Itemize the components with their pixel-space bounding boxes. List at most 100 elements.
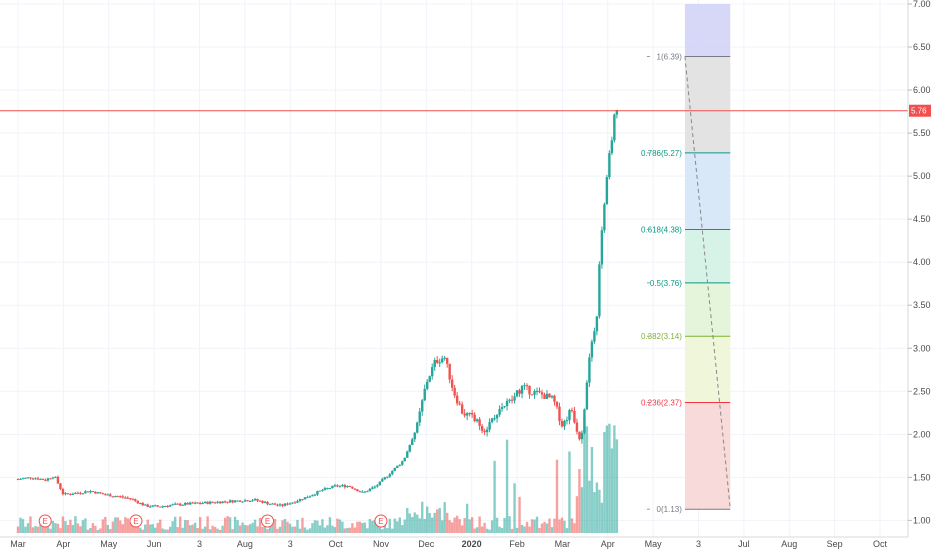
volume-bar — [433, 512, 436, 533]
volume-bar — [59, 528, 62, 533]
candle-body — [346, 486, 349, 488]
candle-body — [421, 400, 424, 412]
candle-body — [84, 491, 87, 494]
volume-bar — [593, 492, 596, 533]
volume-bar — [86, 529, 90, 533]
volume-bar — [573, 523, 576, 533]
volume-bar — [550, 527, 554, 533]
volume-bar — [248, 524, 252, 533]
candle-body — [211, 501, 214, 503]
volume-bar — [440, 520, 444, 533]
earnings-marker[interactable]: E — [38, 514, 52, 528]
volume-bar — [161, 528, 164, 533]
volume-bar — [301, 517, 304, 533]
volume-bar — [316, 520, 319, 533]
volume-bar — [588, 480, 591, 533]
volume-bar — [203, 526, 207, 533]
candle-body — [246, 500, 249, 502]
volume-bar — [555, 459, 559, 533]
candle-body — [550, 395, 554, 398]
candle-body — [500, 407, 504, 409]
candle-body — [223, 501, 227, 503]
volume-bar — [218, 529, 222, 533]
volume-bar — [381, 529, 384, 533]
volume-bar — [613, 425, 616, 533]
earnings-marker-circle — [38, 514, 52, 528]
candle-body — [34, 478, 37, 480]
volume-bar — [500, 528, 504, 533]
volume-bar — [154, 527, 157, 533]
x-axis-label: Jun — [147, 539, 162, 549]
volume-bar — [146, 519, 149, 533]
volume-bar — [558, 519, 561, 533]
volume-bar — [568, 451, 571, 533]
volume-bar — [438, 507, 441, 533]
volume-bar — [318, 525, 322, 533]
volume-bar — [598, 489, 601, 533]
candle-body — [261, 500, 264, 503]
candle-body — [176, 503, 179, 505]
earnings-marker[interactable]: E — [261, 514, 275, 528]
volume-bar — [338, 519, 342, 533]
candle-body — [455, 395, 459, 404]
volume-bar — [488, 529, 491, 533]
volume-bar — [565, 528, 569, 533]
volume-bar — [346, 527, 349, 533]
candle-body — [528, 385, 531, 395]
volume-bar — [600, 502, 604, 533]
volume-bar — [74, 516, 77, 533]
volume-bar — [431, 517, 434, 533]
volume-bar — [39, 519, 42, 533]
x-axis-label: Mar — [555, 539, 571, 549]
candle-body — [396, 465, 399, 468]
candle-body — [178, 503, 182, 506]
earnings-marker[interactable]: E — [129, 514, 143, 528]
volume-bar — [61, 516, 65, 533]
candle-body — [139, 502, 142, 504]
candle-body — [545, 393, 549, 399]
candle-body — [159, 506, 162, 508]
fib-level-label: 1(6.39) — [657, 53, 683, 62]
candle-body — [203, 501, 207, 504]
candle-body — [306, 497, 309, 499]
x-axis-label: Dec — [418, 539, 435, 549]
fibonacci-retracement[interactable]: 1(6.39) 0.786(5.27) 0.618(4.38) 0.5(3.76) 0.… — [641, 4, 731, 514]
candle-body — [296, 501, 299, 503]
candle-body — [156, 505, 159, 507]
candle-body — [388, 474, 391, 477]
candle-body — [503, 406, 506, 408]
volume-bar — [525, 521, 529, 533]
volume-bar — [261, 526, 264, 533]
candle-body — [540, 392, 544, 395]
candle-body — [610, 140, 614, 154]
earnings-marker-label: E — [265, 517, 270, 526]
candle-body — [198, 503, 202, 505]
volume-bar — [528, 526, 531, 533]
volume-bar — [26, 523, 30, 533]
candle-body — [568, 410, 571, 421]
volume-bar — [515, 527, 519, 533]
candle-body — [71, 493, 75, 495]
volume-bar — [331, 525, 334, 533]
candle-body — [243, 500, 247, 502]
candle-body — [406, 451, 409, 458]
volume-bar — [251, 522, 254, 533]
y-axis-label: 1.50 — [913, 472, 931, 482]
volume-bar — [99, 528, 102, 533]
candle-body — [131, 498, 134, 500]
candle-body — [423, 388, 426, 401]
volume-bar — [208, 529, 212, 533]
volume-bar — [326, 525, 329, 533]
volume-bar — [396, 521, 399, 533]
volume-bar — [49, 528, 52, 533]
candle-body — [288, 503, 292, 505]
earnings-marker[interactable]: E — [374, 514, 388, 528]
volume-bar — [198, 517, 202, 533]
y-axis-panel[interactable] — [908, 0, 932, 537]
candle-body — [391, 470, 394, 475]
candle-body — [573, 410, 576, 423]
candle-body — [515, 390, 519, 397]
